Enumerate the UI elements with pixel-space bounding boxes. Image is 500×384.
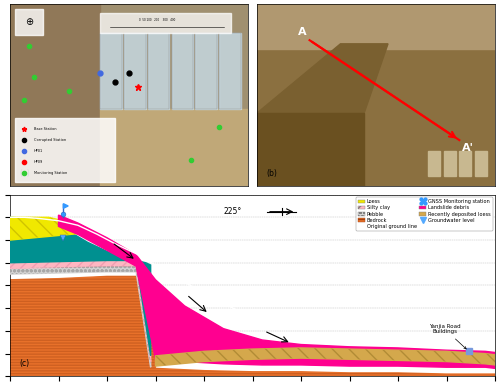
- Bar: [124, 33, 146, 109]
- Text: HP09: HP09: [34, 160, 43, 164]
- Bar: [100, 109, 248, 185]
- Bar: [219, 33, 240, 109]
- Polygon shape: [58, 215, 495, 368]
- Text: A: A: [298, 27, 306, 37]
- Bar: [460, 151, 471, 177]
- Bar: [100, 33, 121, 109]
- Bar: [100, 33, 121, 109]
- Polygon shape: [10, 276, 495, 376]
- Legend: Loess, Silty clay, Pebble, Bedrock, Original ground line, GNSS Monitoring statio: Loess, Silty clay, Pebble, Bedrock, Orig…: [356, 197, 492, 231]
- Bar: [148, 33, 170, 109]
- Text: A': A': [462, 143, 473, 153]
- Bar: [100, 13, 231, 33]
- Bar: [148, 33, 170, 109]
- Bar: [15, 9, 44, 35]
- Text: ⊕: ⊕: [25, 17, 33, 27]
- Text: Monitoring Station: Monitoring Station: [34, 171, 67, 175]
- Bar: [172, 33, 193, 109]
- Bar: [258, 113, 364, 185]
- Text: HP01: HP01: [34, 149, 43, 153]
- Bar: [172, 33, 193, 109]
- Bar: [15, 118, 114, 182]
- Bar: [10, 4, 101, 185]
- Polygon shape: [258, 44, 388, 113]
- Text: Base Station: Base Station: [34, 127, 56, 131]
- Polygon shape: [10, 266, 150, 367]
- Bar: [219, 33, 240, 109]
- Polygon shape: [156, 348, 495, 366]
- Bar: [475, 151, 486, 177]
- Text: 225°: 225°: [224, 207, 242, 216]
- Polygon shape: [10, 217, 150, 356]
- Text: Corrupted Station: Corrupted Station: [34, 138, 66, 142]
- Bar: [124, 33, 146, 109]
- Text: (c): (c): [20, 359, 30, 368]
- Polygon shape: [64, 204, 68, 208]
- Bar: [258, 4, 495, 49]
- Bar: [196, 33, 217, 109]
- Text: (b): (b): [267, 169, 278, 178]
- Bar: [466, 348, 471, 354]
- Text: (a): (a): [20, 169, 30, 178]
- Bar: [428, 151, 440, 177]
- Polygon shape: [10, 217, 83, 240]
- Text: 0  50 100   200    300   400: 0 50 100 200 300 400: [140, 18, 175, 22]
- Bar: [196, 33, 217, 109]
- Polygon shape: [10, 260, 150, 362]
- Text: Yanjia Road
Buildings: Yanjia Road Buildings: [428, 323, 466, 349]
- Bar: [444, 151, 456, 177]
